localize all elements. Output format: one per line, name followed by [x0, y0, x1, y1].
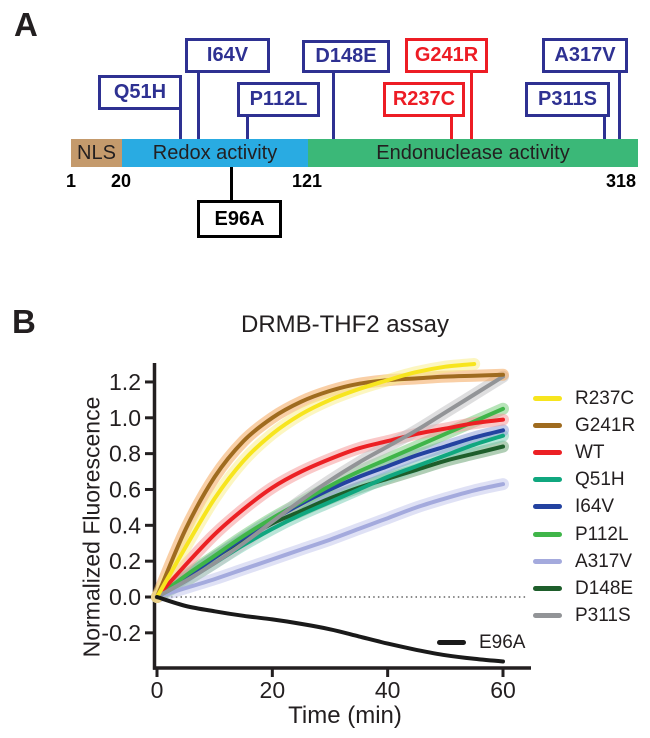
residue-number-1: 1: [65, 171, 77, 191]
legend-label-Q51H: Q51H: [575, 469, 625, 491]
mutation-connector-p112l: [246, 115, 249, 141]
legend-item-A317V: A317V: [533, 548, 635, 575]
mutation-connector-d148e: [332, 71, 335, 141]
y-tick-label: 1.0: [109, 405, 141, 431]
error-band-D148E: [151, 440, 509, 603]
y-tick-label: -0.2: [101, 620, 141, 646]
chart-title: DRMB-THF2 assay: [240, 311, 450, 338]
mutation-connector-i64v: [197, 71, 200, 141]
mutation-connector-q51h: [179, 108, 182, 141]
residue-number-20: 20: [110, 171, 132, 191]
mutation-box-e96a: E96A: [197, 200, 282, 238]
y-tick-label: 1.2: [109, 369, 141, 395]
y-tick-label: 0.2: [109, 548, 141, 574]
legend-label-I64V: I64V: [575, 496, 615, 518]
legend-swatch-A317V: [533, 558, 562, 564]
legend-swatch-R237C: [533, 396, 562, 402]
domain-segment-label: Endonuclease activity: [376, 141, 570, 164]
panel-b-letter: B: [12, 303, 36, 340]
domain-segment-endonuclease: Endonuclease activity: [308, 139, 638, 167]
mutation-box-i64v: I64V: [185, 38, 270, 73]
x-tick-label: 0: [151, 677, 164, 703]
y-tick-label: 0.4: [109, 512, 141, 538]
panel-a-letter: A: [14, 6, 38, 43]
mutation-box-d148e: D148E: [302, 40, 390, 73]
legend-swatch-G241R: [533, 423, 562, 429]
x-tick-label: 60: [490, 677, 516, 703]
legend-item-R237C: R237C: [533, 385, 635, 412]
mutation-connector-a317v: [618, 71, 621, 141]
series-line-WT: [155, 417, 505, 599]
legend-item-G241R: G241R: [533, 412, 635, 439]
series-line-E96A: [155, 595, 505, 664]
legend-label-G241R: G241R: [575, 415, 636, 437]
chart-legend-e96a: E96A: [437, 629, 525, 656]
legend-swatch-Q51H: [533, 477, 562, 483]
residue-number-121: 121: [291, 171, 323, 191]
domain-segment-label: Redox activity: [152, 141, 278, 164]
y-tick-label: 0.6: [109, 476, 141, 502]
mutation-box-g241r: G241R: [405, 38, 488, 73]
mutation-connector-p311s: [603, 115, 606, 141]
legend-label-A317V: A317V: [575, 550, 633, 572]
mutation-connector-e96a: [230, 167, 233, 202]
legend-item-E96A: E96A: [437, 629, 525, 656]
series-line-P112L: [155, 406, 505, 599]
legend-item-WT: WT: [533, 439, 635, 466]
legend-item-Q51H: Q51H: [533, 466, 635, 493]
series-line-G241R: [155, 372, 505, 599]
legend-swatch-P112L: [533, 531, 562, 537]
legend-swatch-P311S: [533, 612, 562, 618]
domain-segment-redox: Redox activity: [122, 139, 308, 167]
legend-label-P311S: P311S: [575, 604, 631, 626]
legend-label-P112L: P112L: [575, 523, 629, 545]
mutation-box-p112l: P112L: [237, 82, 320, 117]
chart-legend: R237C G241R WT Q51H I64V P112L A317V D148E P311S: [533, 385, 635, 629]
y-tick-label: 0.8: [109, 441, 141, 467]
mutation-box-p311s: P311S: [525, 82, 610, 117]
series-line-A317V: [155, 482, 505, 599]
x-axis-label: Time (min): [288, 702, 402, 729]
x-tick-label: 40: [375, 677, 401, 703]
legend-swatch-WT: [533, 450, 562, 456]
legend-swatch-E96A: [437, 640, 466, 646]
x-tick-label: 20: [260, 677, 286, 703]
legend-label-D148E: D148E: [575, 577, 634, 599]
series-line-D148E: [155, 444, 505, 599]
residue-number-318: 318: [605, 171, 637, 191]
legend-label-R237C: R237C: [575, 388, 635, 410]
domain-segment-nls: NLS: [71, 139, 122, 167]
legend-swatch-I64V: [533, 504, 562, 510]
legend-item-I64V: I64V: [533, 493, 635, 520]
mutation-box-q51h: Q51H: [98, 75, 182, 110]
legend-label-WT: WT: [575, 442, 605, 464]
legend-label-E96A: E96A: [479, 632, 526, 654]
mutation-connector-r237c: [450, 115, 453, 141]
legend-swatch-D148E: [533, 585, 562, 591]
series-line-R237C: [155, 362, 477, 599]
mutation-box-r237c: R237C: [383, 82, 465, 117]
series-line-P311S: [155, 374, 505, 599]
domain-segment-label: NLS: [77, 141, 116, 164]
legend-item-D148E: D148E: [533, 575, 635, 602]
mutation-connector-g241r: [470, 71, 473, 141]
legend-item-P311S: P311S: [533, 602, 635, 629]
y-tick-label: 0.0: [109, 584, 141, 610]
legend-item-P112L: P112L: [533, 520, 635, 547]
mutation-box-a317v: A317V: [542, 38, 628, 73]
